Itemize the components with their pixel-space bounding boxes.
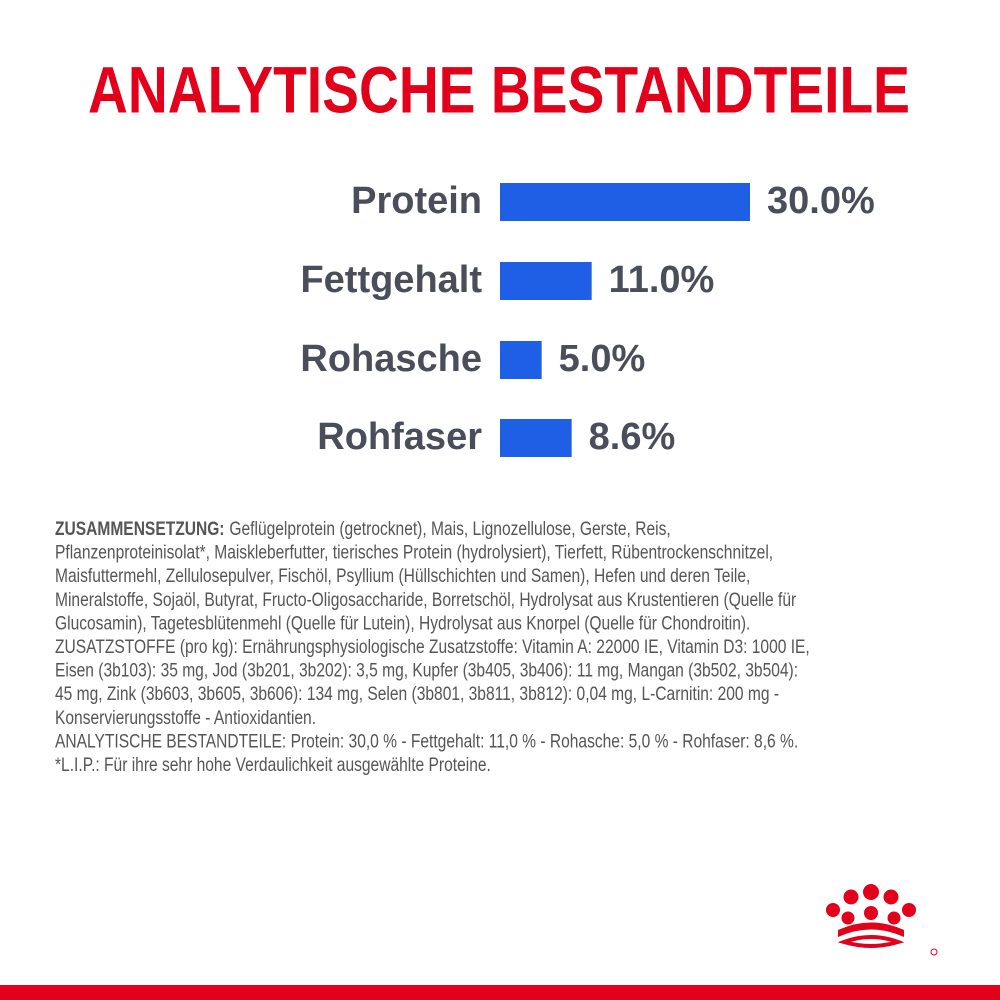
composition-line: ZUSATZSTOFFE (pro kg): Ernährungsphysiol… [55,636,810,658]
footer-bar [0,985,1000,1000]
composition-line: Geflügelprotein (getrocknet), Mais, Lign… [229,518,670,540]
value-label: 8.6% [589,416,676,458]
bar-chart: Protein 30.0% Fettgehalt 11.0% Rohasche 5.0% R… [300,180,874,458]
composition-line: ANALYTISCHE BESTANDTEILE: Protein: 30,0 … [55,730,798,752]
composition-line: Glucosamin), Tagetesblütenmehl (Quelle f… [55,612,750,634]
value-label: 5.0% [559,338,646,380]
composition-line: Maisfuttermehl, Zellulosepulver, Fischöl… [55,565,750,587]
bar [500,419,572,457]
composition-heading: ZUSAMMENSETZUNG: [55,518,224,540]
composition-line: *L.I.P.: Für ihre sehr hohe Verdaulichke… [55,754,491,776]
composition-line: Konservierungsstoffe - Antioxidantien. [55,706,316,728]
composition: ZUSAMMENSETZUNG: Geflügelprotein (getrock… [55,518,810,776]
category-label: Rohfaser [317,416,482,458]
composition-line: 45 mg, Zink (3b603, 3b605, 3b606): 134 m… [55,683,779,705]
value-label: 30.0% [767,180,875,222]
composition-line: Mineralstoffe, Sojaöl, Butyrat, Fructo-O… [55,588,796,610]
bar [500,341,542,379]
category-label: Protein [351,180,482,222]
category-label: Fettgehalt [300,259,482,301]
category-label: Rohasche [300,338,482,380]
composition-line: Pflanzenproteinisolat*, Maiskleberfutter… [55,541,773,563]
bar [500,183,750,221]
value-label: 11.0% [609,259,715,301]
chart-title: ANALYTISCHE BESTANDTEILE [88,52,910,126]
composition-line: Eisen (3b103): 35 mg, Jod (3b201, 3b202)… [55,659,798,681]
bar [500,262,592,300]
logo [826,884,938,956]
